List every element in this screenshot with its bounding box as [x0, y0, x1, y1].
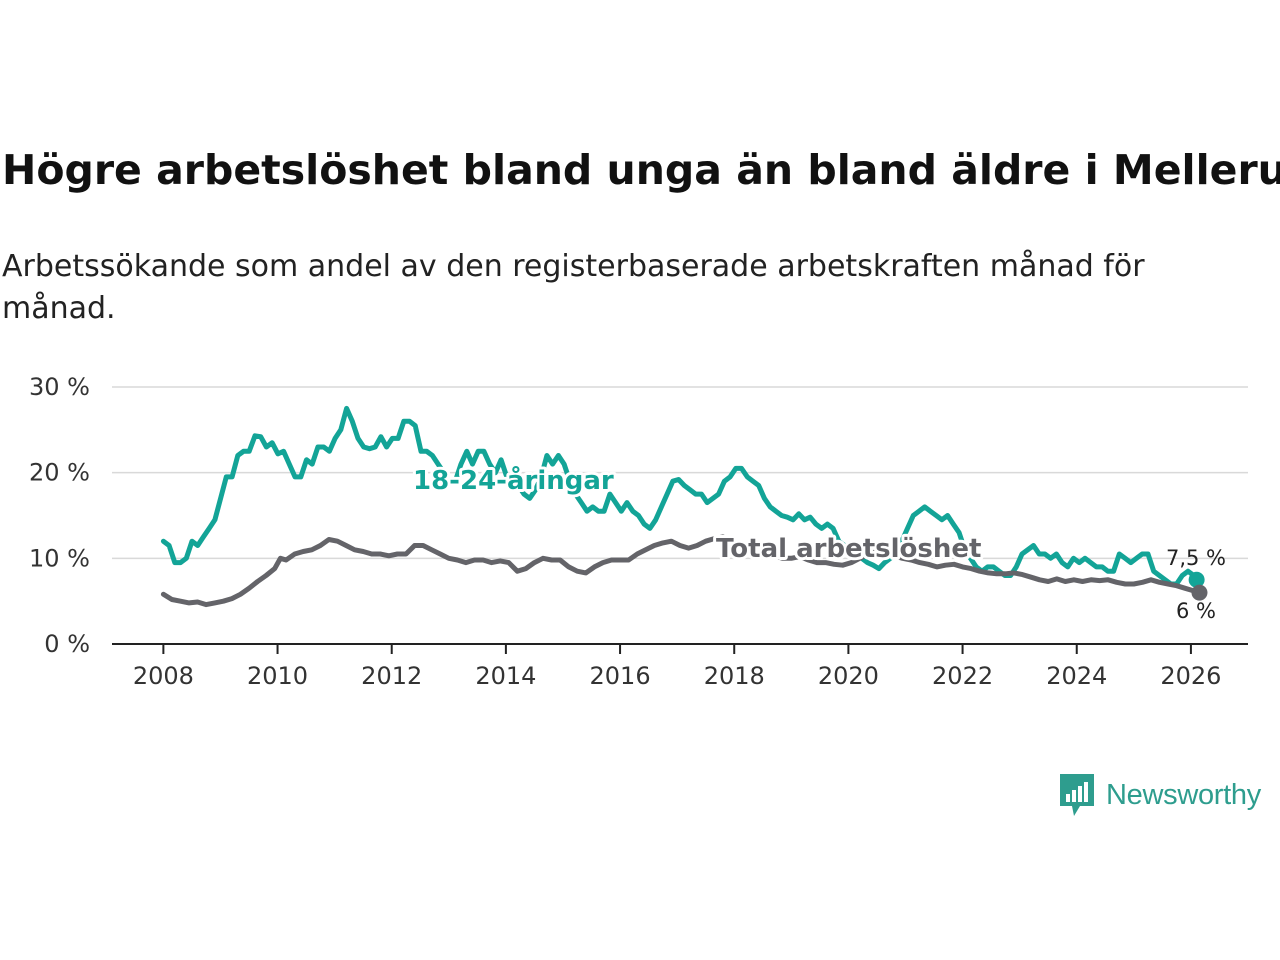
x-axis-ticks: 2008 2010 2012 2014 2016 2018 2020 2022 2024 2026	[112, 643, 1248, 690]
end-label-total: 6 %	[1176, 599, 1216, 623]
bar-chart-speech-icon	[1060, 774, 1094, 816]
series-line-18-24	[160, 405, 1202, 587]
y-tick-label: 20 %	[29, 459, 90, 487]
series-label-18-24: 18-24-åringar	[413, 464, 614, 496]
series-lines	[160, 405, 1208, 608]
newsworthy-logo: Newsworthy	[1058, 772, 1261, 818]
end-label-18-24: 7,5 %	[1166, 546, 1226, 570]
end-marker-total	[1191, 584, 1208, 601]
x-tick-label: 2010	[247, 662, 308, 690]
x-tick-label: 2022	[932, 662, 993, 690]
y-tick-label: 10 %	[29, 544, 90, 572]
x-tick-label: 2014	[475, 662, 536, 690]
series-labels: 18-24-åringar Total arbetslöshet 7,5 % 6 %	[410, 461, 1226, 623]
gridlines	[112, 386, 1248, 560]
chart-subtitle: Arbetssökande som andel av den registerb…	[2, 249, 1145, 326]
series-line-total	[160, 534, 1202, 608]
end-marker-18-24	[1188, 571, 1205, 588]
y-tick-label: 30 %	[29, 373, 90, 401]
x-tick-label: 2024	[1046, 662, 1107, 690]
x-tick-label: 2026	[1160, 662, 1221, 690]
x-tick-label: 2008	[133, 662, 194, 690]
x-tick-label: 2018	[704, 662, 765, 690]
series-label-total: Total arbetslöshet	[716, 534, 981, 564]
y-tick-label: 0 %	[44, 630, 90, 658]
x-tick-label: 2012	[361, 662, 422, 690]
x-tick-label: 2020	[818, 662, 879, 690]
y-axis-ticks: 0 % 10 % 20 % 30 %	[29, 373, 90, 658]
brand-name: Newsworthy	[1106, 778, 1261, 811]
x-tick-label: 2016	[590, 662, 651, 690]
chart-title: Högre arbetslöshet bland unga än bland ä…	[2, 146, 1280, 194]
